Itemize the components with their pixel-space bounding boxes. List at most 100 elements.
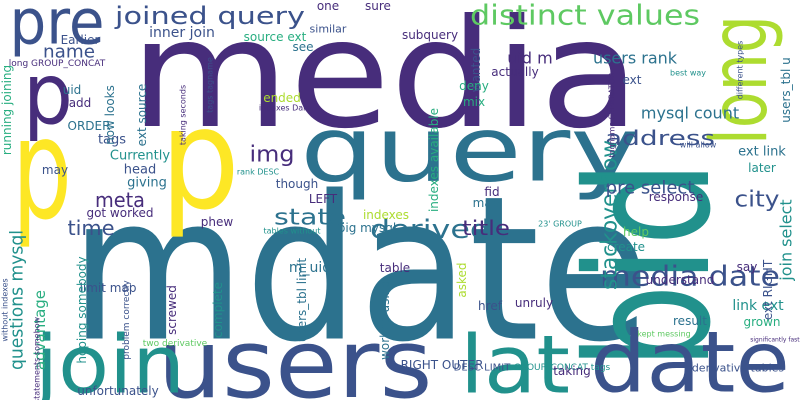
word: tables without <box>263 227 320 236</box>
word: tagname SEPARATOR <box>608 72 617 158</box>
word: name <box>43 42 95 63</box>
word: users <box>158 310 433 400</box>
word: giving <box>127 176 167 191</box>
word: got worked <box>86 206 153 220</box>
word: pre select <box>606 178 695 199</box>
word: map <box>473 196 500 210</box>
word: p <box>12 89 72 252</box>
word: one <box>317 0 339 13</box>
word: different types <box>736 41 745 100</box>
word: uid m <box>507 49 552 68</box>
word: GROUP_CONCAT tags <box>514 363 611 373</box>
word: time <box>68 216 115 240</box>
word: actually <box>491 65 538 79</box>
word: subquery <box>402 28 458 42</box>
word: sure <box>365 0 391 13</box>
word: users rank <box>593 49 678 68</box>
word: say <box>737 260 758 274</box>
word: grown <box>743 315 780 329</box>
word: see <box>292 40 313 54</box>
word: phew <box>201 215 234 229</box>
word: help <box>623 225 649 239</box>
word: long GROUP_CONCAT <box>9 59 106 69</box>
word: advantage <box>31 290 49 370</box>
word: indexes Dare <box>259 104 311 113</box>
word: ext link <box>738 145 786 160</box>
word: kept messing <box>637 330 690 339</box>
word: result <box>673 314 707 328</box>
word: problem correctly <box>122 280 132 360</box>
word: LEFT <box>309 192 338 206</box>
word: inner join <box>149 25 215 41</box>
word: now looks <box>103 85 117 145</box>
word: taking seconds <box>179 85 188 145</box>
word: though <box>276 177 318 191</box>
word: ext source <box>135 84 149 147</box>
word: tags <box>98 133 126 148</box>
word: RIGHT OUTER <box>401 358 484 372</box>
word: deny <box>459 79 489 93</box>
word: p <box>23 46 73 145</box>
word: similar <box>310 23 347 36</box>
word: complete <box>211 282 225 338</box>
word: media <box>130 0 640 162</box>
word: distinct values <box>470 0 700 32</box>
word: city <box>735 188 780 213</box>
word: users_tbl limit <box>295 258 309 343</box>
word: asked <box>455 262 469 297</box>
word: hoping somebody <box>75 256 89 363</box>
word: limit map <box>80 281 137 295</box>
word: stackoverflow <box>598 140 623 290</box>
word: source ext <box>244 30 307 44</box>
word: users_tbl u <box>779 57 793 123</box>
word: join <box>33 319 185 400</box>
word: p <box>160 79 240 242</box>
word: m_uid <box>289 260 331 276</box>
word: taking <box>553 364 591 378</box>
word: indexes available <box>427 108 441 212</box>
word: link ext <box>732 298 784 314</box>
word: state <box>274 206 346 231</box>
word: running joining <box>0 65 14 155</box>
word: significantly faster <box>750 337 800 344</box>
word: pre <box>10 0 105 59</box>
word: wanted <box>469 48 483 92</box>
word: indexes <box>363 208 409 222</box>
word: ORDER <box>68 119 111 133</box>
word: unfortunately <box>77 384 159 398</box>
word: address <box>605 126 715 150</box>
word: unruly <box>515 296 553 310</box>
word: join select <box>777 199 796 281</box>
word: Currently <box>110 149 170 164</box>
word: statements somehow <box>33 316 42 400</box>
word: without indexes <box>1 278 10 341</box>
word: lat <box>460 319 570 400</box>
word: best way <box>670 69 706 78</box>
word: will allow <box>680 141 717 150</box>
word: later <box>748 161 776 175</box>
word: understand <box>646 273 715 287</box>
word: uid <box>63 83 82 97</box>
word: add <box>69 96 92 110</box>
word: create <box>607 240 645 254</box>
word: img <box>250 143 295 168</box>
word: derived <box>370 215 490 245</box>
word: response <box>649 190 704 204</box>
word: long <box>695 15 785 145</box>
word: ext RIGHT <box>761 259 775 320</box>
word: may <box>42 163 68 177</box>
word: date <box>590 314 790 400</box>
word: tags tagname <box>206 57 215 113</box>
word: mdate <box>70 154 650 387</box>
word: media date <box>600 260 780 293</box>
word: screwed <box>165 285 179 335</box>
word: big mysql <box>338 221 396 235</box>
word: derivative tables <box>692 362 785 375</box>
word: bid <box>551 160 749 370</box>
word: title <box>462 216 510 240</box>
word: worked using <box>378 280 392 360</box>
word: ext <box>623 73 642 87</box>
word: Earlier <box>61 33 100 47</box>
word: rank DESC <box>237 168 280 177</box>
